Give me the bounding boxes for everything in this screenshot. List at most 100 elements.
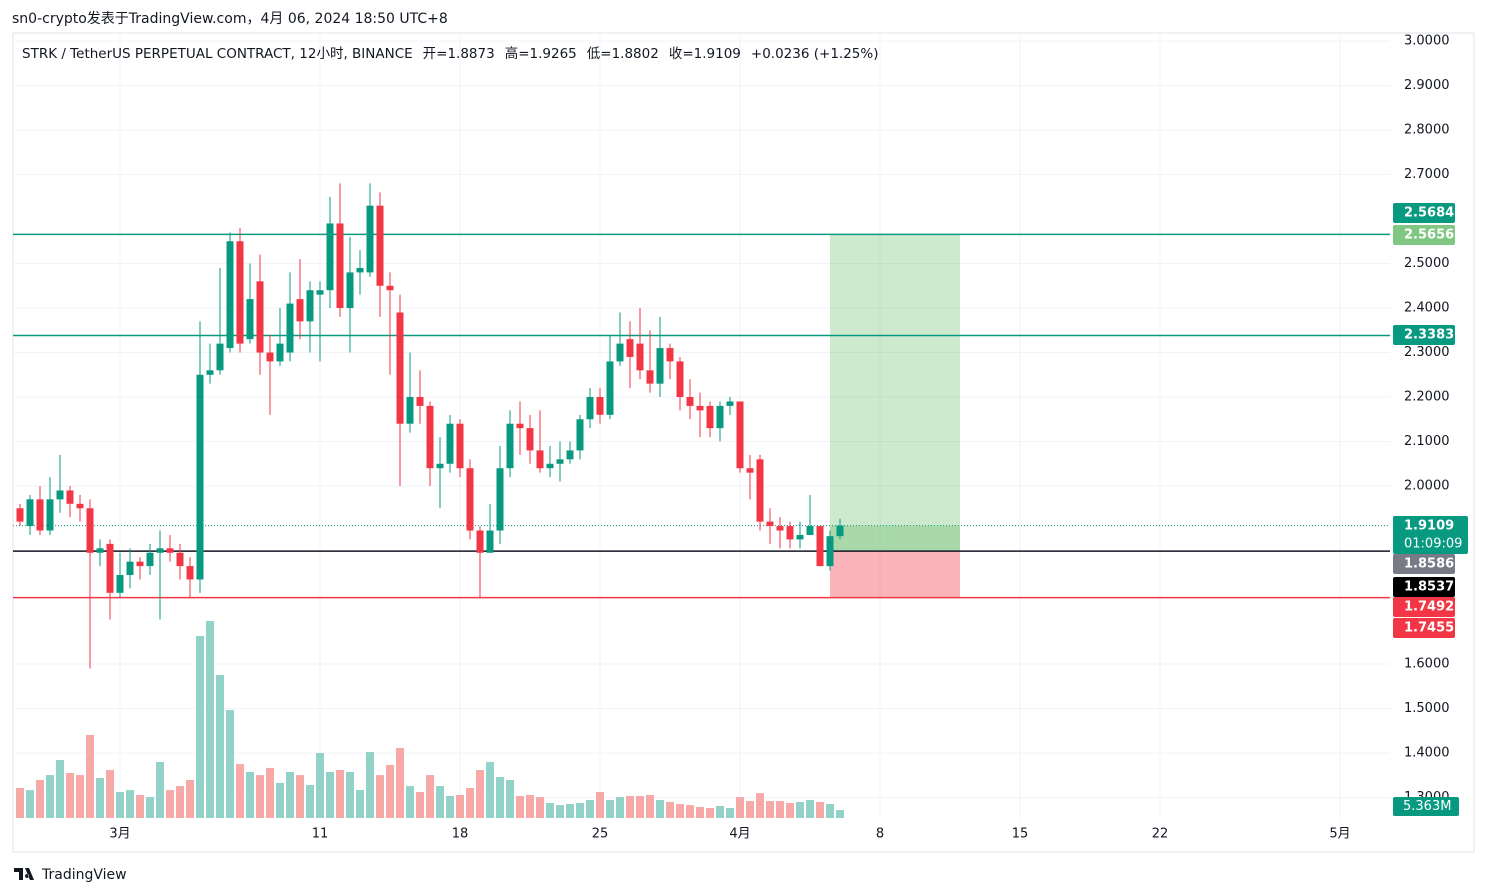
price-label-box [1393,554,1455,574]
volume-bar [696,807,704,818]
volume-bar [106,770,114,818]
candle-body [406,397,414,424]
candle-body [116,575,124,593]
volume-bar [216,675,224,818]
volume-bar [66,772,74,818]
candle-body [226,241,234,349]
footer: TradingView [41,867,127,883]
volume-bar [266,767,274,818]
volume-bar [206,620,214,818]
volume-bar [396,748,404,818]
position-progress [830,525,960,552]
price-label: 2.3383 [1404,328,1454,343]
candle-body [316,290,324,295]
volume-bar [526,794,534,818]
y-tick-label: 2.7000 [1404,167,1450,182]
volume-bar [256,775,264,818]
price-label: 1.7455 [1404,621,1454,636]
candle-body [366,205,374,273]
volume-bar [446,796,454,818]
position-stop [830,551,960,598]
candle-body [266,352,274,362]
volume-bar [556,805,564,818]
price-label: 1.8537 [1404,580,1454,595]
volume-bar [246,771,254,818]
price-label-box [1393,597,1455,617]
candle-body [676,361,684,398]
logo: TradingView [14,867,127,883]
volume-bar [606,800,614,818]
candle-body [216,343,224,371]
y-tick-label: 2.2000 [1404,390,1450,405]
volume-bar [736,797,744,818]
y-tick-label: 1.4000 [1404,746,1450,761]
candle-body [746,468,754,473]
legend-title: STRK / TetherUS PERPETUAL CONTRACT, 12小时… [22,46,413,62]
candle-body [816,526,824,567]
volume-bar [806,800,814,818]
y-tick-label: 1.5000 [1404,701,1450,716]
volume-bar [756,793,764,818]
volume-bar [676,804,684,818]
volume-bar [656,800,664,818]
candle-body [396,312,404,424]
volume-bar [726,808,734,818]
volume-bar [386,764,394,818]
header: sn0-crypto发表于TradingView.com，4月 06, 2024… [12,11,448,27]
volume-bar [796,801,804,818]
candle-body [636,343,644,371]
candle-body [296,299,304,322]
y-tick-label: 3.0000 [1404,34,1450,49]
volume-bar [276,782,284,818]
volume-bar [466,787,474,818]
x-tick-label: 15 [1012,827,1029,842]
candle-body [136,561,144,567]
candle-body [606,361,614,415]
volume-bar [486,761,494,818]
candle-body [666,348,674,362]
volume-bar [316,753,324,818]
candle-body [46,499,54,531]
volume-bar [686,805,694,818]
volume-bar [436,786,444,818]
price-label: 1.7492 [1404,600,1454,615]
legend-high: 高=1.9265 [505,45,577,62]
volume-bar [16,787,24,818]
volume-bar [416,792,424,818]
volume-bar [766,801,774,818]
volume-bar [566,804,574,818]
y-tick-label: 2.9000 [1404,78,1450,93]
volume-bar [586,800,594,818]
candle-body [196,374,204,580]
candle-body [246,299,254,340]
candle-body [186,566,194,580]
candle-body [176,552,184,567]
volume-bar [356,790,364,818]
candle-body [496,468,504,531]
volume-label: 5.363M [1403,799,1451,814]
volume-bar [286,771,294,818]
candle-body [416,397,424,406]
volume-bar [376,775,384,818]
candle-body [566,450,574,460]
volume-bar [186,779,194,818]
x-tick-label: 5月 [1329,827,1350,842]
price-label: 2.5656 [1404,228,1454,243]
candle-body [476,530,484,553]
legend-open: 开=1.8873 [423,46,495,62]
candle-body [506,423,514,469]
volume-bar [36,779,44,818]
candle-body [96,548,104,553]
volume-bar [626,796,634,818]
volume-bar [166,790,174,818]
volume-bar [836,810,844,818]
candle-body [106,543,114,593]
volume-bar [296,775,304,818]
volume-bar [776,801,784,818]
candle-body [446,423,454,464]
legend-close: 收=1.9109 [669,46,741,62]
candle-body [346,272,354,309]
price-label: 1.9109 [1404,519,1454,534]
volume-bar [46,775,54,818]
